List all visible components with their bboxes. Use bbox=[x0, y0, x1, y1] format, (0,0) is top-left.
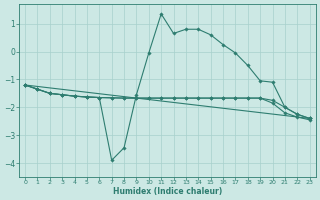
X-axis label: Humidex (Indice chaleur): Humidex (Indice chaleur) bbox=[113, 187, 222, 196]
